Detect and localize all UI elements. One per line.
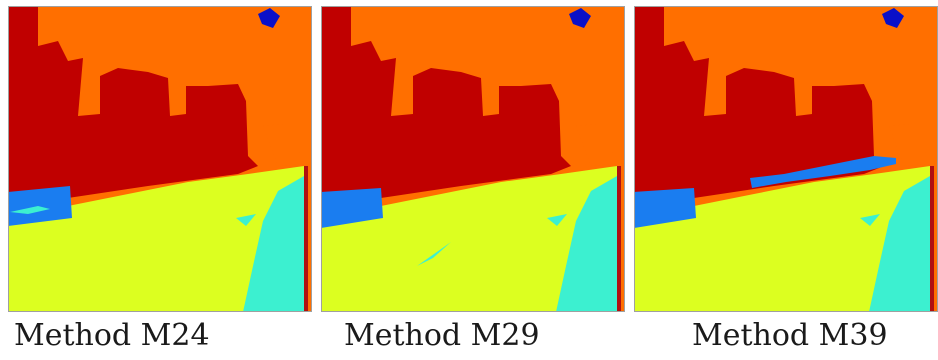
segmentation-panel-m29 bbox=[321, 6, 625, 312]
segmentation-map-m39 bbox=[634, 6, 938, 312]
caption-m39: Method M39 bbox=[692, 318, 888, 353]
caption-m29: Method M29 bbox=[344, 318, 540, 353]
segmentation-map-m24 bbox=[8, 6, 312, 312]
caption-m24: Method M24 bbox=[14, 318, 210, 353]
segmentation-map-m29 bbox=[321, 6, 625, 312]
segmentation-panel-m39 bbox=[634, 6, 938, 312]
segmentation-panel-m24 bbox=[8, 6, 312, 312]
